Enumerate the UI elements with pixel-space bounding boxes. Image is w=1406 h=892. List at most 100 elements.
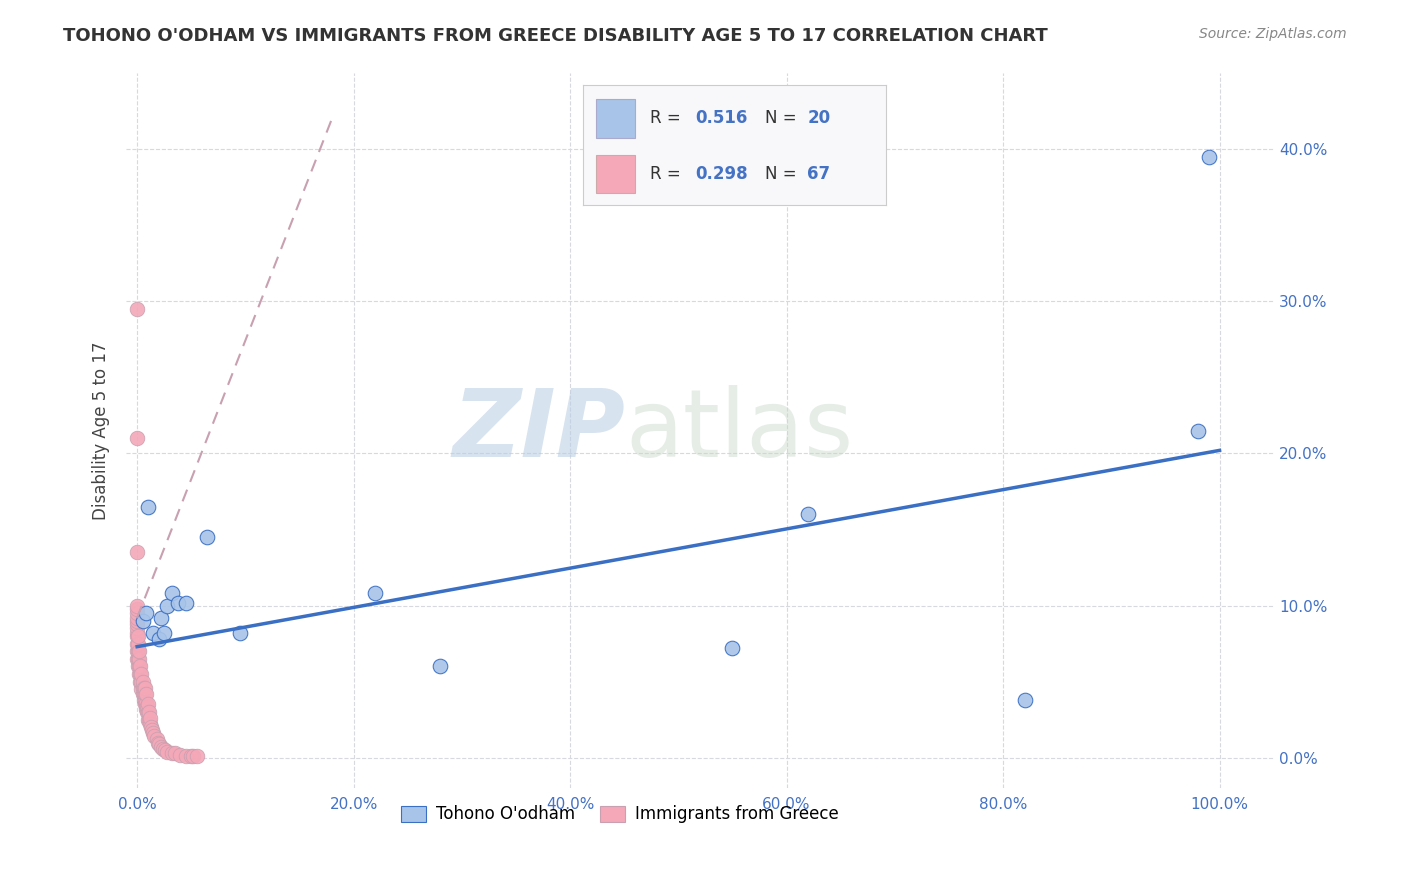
Point [128, 644, 150, 658]
Point [127, 652, 149, 666]
Point [128, 667, 150, 681]
Text: ZIP: ZIP [453, 384, 626, 476]
Point [167, 595, 190, 609]
Point [141, 723, 163, 738]
Point [135, 687, 157, 701]
Point [127, 626, 149, 640]
Point [128, 659, 150, 673]
Point [797, 508, 820, 522]
Point [127, 637, 149, 651]
Point [156, 599, 179, 613]
Text: 20: 20 [807, 110, 831, 128]
Point [149, 740, 172, 755]
Point [132, 693, 155, 707]
Text: R =: R = [650, 110, 686, 128]
Point [131, 674, 153, 689]
Point [127, 611, 149, 625]
Point [145, 732, 167, 747]
Point [163, 746, 186, 760]
Point [429, 659, 451, 673]
Point [364, 586, 387, 600]
FancyBboxPatch shape [596, 154, 636, 193]
Point [127, 637, 149, 651]
Point [136, 713, 159, 727]
Point [127, 601, 149, 615]
Point [127, 629, 149, 643]
Point [174, 595, 197, 609]
Point [160, 746, 183, 760]
Point [1187, 424, 1209, 438]
Point [142, 626, 165, 640]
Point [131, 614, 153, 628]
Point [141, 720, 163, 734]
Point [131, 667, 153, 681]
Point [136, 500, 159, 514]
Point [186, 749, 208, 764]
FancyBboxPatch shape [596, 99, 636, 137]
Point [174, 749, 197, 764]
Point [128, 652, 150, 666]
Point [132, 681, 155, 695]
Text: atlas: atlas [626, 384, 853, 476]
Point [131, 674, 153, 689]
Y-axis label: Disability Age 5 to 17: Disability Age 5 to 17 [93, 342, 110, 520]
Point [127, 431, 149, 445]
Point [138, 705, 160, 719]
Point [139, 711, 162, 725]
Point [135, 702, 157, 716]
Text: N =: N = [765, 165, 801, 183]
Point [132, 687, 155, 701]
Point [148, 737, 170, 751]
Point [127, 301, 149, 316]
Point [1014, 693, 1036, 707]
Point [131, 687, 153, 701]
Point [134, 698, 156, 712]
Text: Source: ZipAtlas.com: Source: ZipAtlas.com [1199, 27, 1347, 41]
Point [139, 717, 162, 731]
Legend: Tohono O'odham, Immigrants from Greece: Tohono O'odham, Immigrants from Greece [394, 798, 845, 830]
Point [134, 681, 156, 695]
Point [127, 616, 149, 631]
Text: 67: 67 [807, 165, 831, 183]
Point [135, 705, 157, 719]
Text: N =: N = [765, 110, 801, 128]
Point [1198, 150, 1220, 164]
Point [136, 698, 159, 712]
Text: 0.298: 0.298 [696, 165, 748, 183]
Point [135, 699, 157, 714]
Point [134, 693, 156, 707]
Point [135, 696, 157, 710]
Point [129, 667, 152, 681]
Point [229, 626, 252, 640]
Point [136, 705, 159, 719]
Point [131, 681, 153, 695]
Point [127, 644, 149, 658]
Point [148, 632, 170, 646]
Point [183, 749, 205, 764]
Point [146, 735, 169, 749]
Point [127, 659, 149, 673]
Point [129, 674, 152, 689]
Point [131, 682, 153, 697]
Point [155, 743, 177, 757]
Point [127, 614, 149, 628]
Point [134, 687, 156, 701]
Text: R =: R = [650, 165, 686, 183]
Point [127, 644, 149, 658]
Point [721, 641, 744, 656]
Point [135, 606, 157, 620]
Point [180, 749, 202, 764]
Point [138, 713, 160, 727]
Point [153, 626, 176, 640]
Point [127, 621, 149, 635]
Point [197, 530, 219, 544]
Text: 0.516: 0.516 [696, 110, 748, 128]
Point [127, 606, 149, 620]
Point [143, 730, 166, 744]
Point [142, 726, 165, 740]
Point [129, 659, 152, 673]
Point [169, 747, 191, 762]
Point [152, 741, 174, 756]
Point [149, 611, 172, 625]
Point [127, 629, 149, 643]
